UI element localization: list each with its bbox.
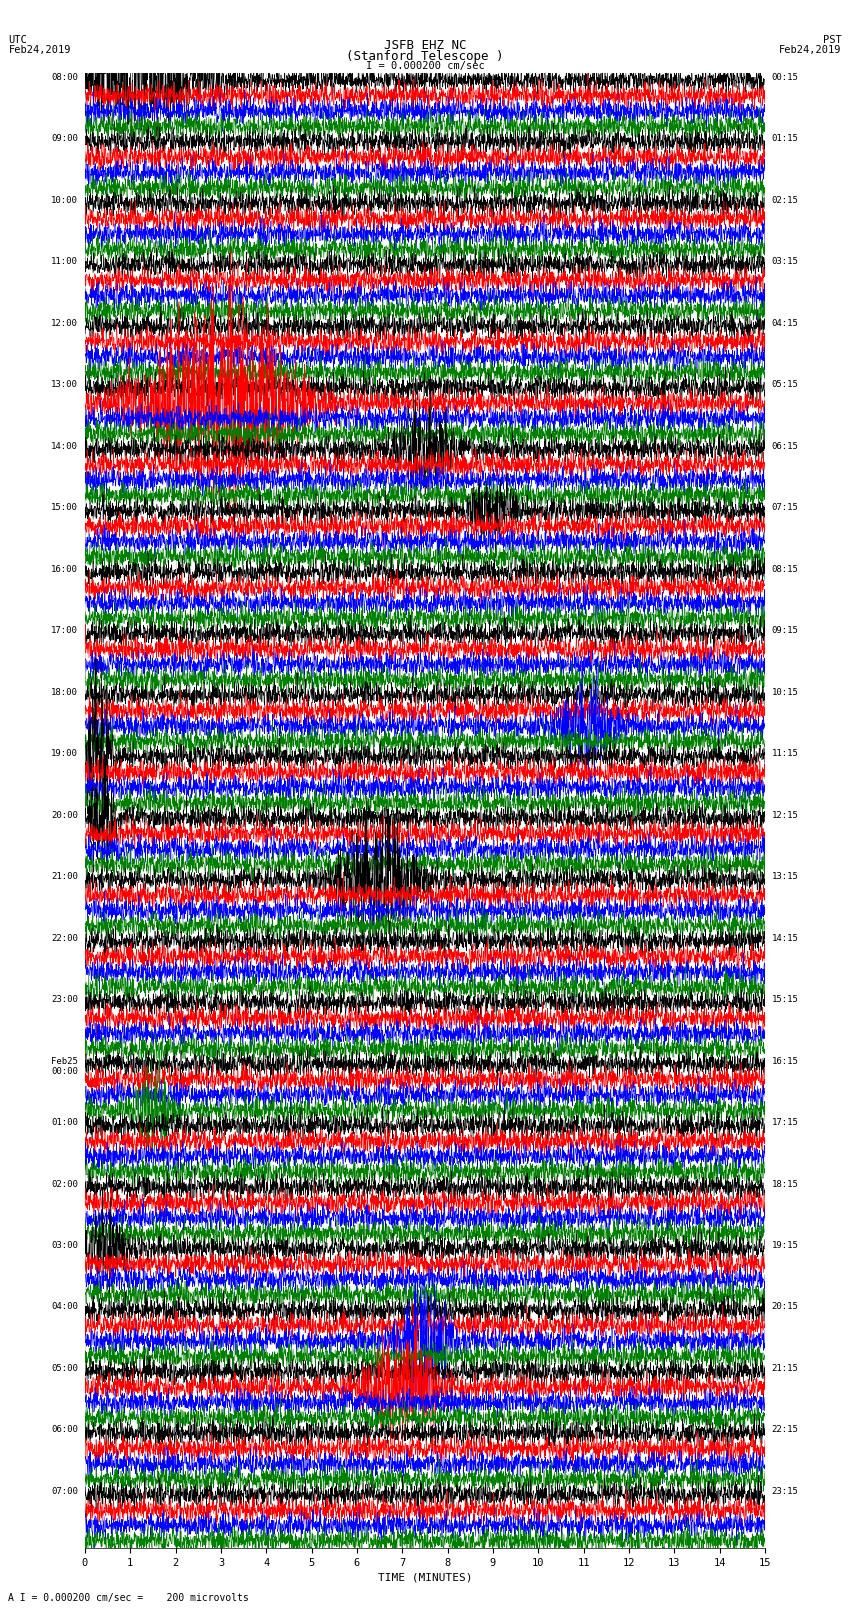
Text: 11:00: 11:00 [51,256,78,266]
Text: 12:00: 12:00 [51,319,78,327]
Text: 04:15: 04:15 [772,319,799,327]
Text: I = 0.000200 cm/sec: I = 0.000200 cm/sec [366,61,484,71]
Text: 07:15: 07:15 [772,503,799,511]
Text: 09:00: 09:00 [51,134,78,144]
Text: 01:00: 01:00 [51,1118,78,1127]
Text: 06:00: 06:00 [51,1426,78,1434]
Text: 20:00: 20:00 [51,810,78,819]
Text: A I = 0.000200 cm/sec =    200 microvolts: A I = 0.000200 cm/sec = 200 microvolts [8,1594,249,1603]
Text: 11:15: 11:15 [772,748,799,758]
Text: Feb25
00:00: Feb25 00:00 [51,1057,78,1076]
Text: 14:00: 14:00 [51,442,78,450]
Text: 09:15: 09:15 [772,626,799,636]
Text: 03:00: 03:00 [51,1240,78,1250]
Text: 22:15: 22:15 [772,1426,799,1434]
Text: 01:15: 01:15 [772,134,799,144]
Text: 03:15: 03:15 [772,256,799,266]
Text: 17:00: 17:00 [51,626,78,636]
Text: 14:15: 14:15 [772,934,799,942]
Text: PST: PST [823,35,842,45]
Text: 16:00: 16:00 [51,565,78,574]
Text: 19:15: 19:15 [772,1240,799,1250]
Text: Feb24,2019: Feb24,2019 [779,45,842,55]
Text: 04:00: 04:00 [51,1303,78,1311]
Text: 10:00: 10:00 [51,195,78,205]
Text: (Stanford Telescope ): (Stanford Telescope ) [346,50,504,63]
Text: 23:00: 23:00 [51,995,78,1003]
Text: 00:15: 00:15 [772,73,799,82]
Text: 02:15: 02:15 [772,195,799,205]
Text: UTC: UTC [8,35,27,45]
Text: 18:15: 18:15 [772,1179,799,1189]
Text: 15:00: 15:00 [51,503,78,511]
Text: 21:15: 21:15 [772,1365,799,1373]
Text: 05:15: 05:15 [772,381,799,389]
Text: 06:15: 06:15 [772,442,799,450]
Text: 19:00: 19:00 [51,748,78,758]
Text: 08:15: 08:15 [772,565,799,574]
Text: 02:00: 02:00 [51,1179,78,1189]
Text: 10:15: 10:15 [772,687,799,697]
Text: 13:15: 13:15 [772,873,799,881]
Text: 20:15: 20:15 [772,1303,799,1311]
Text: 21:00: 21:00 [51,873,78,881]
Text: 18:00: 18:00 [51,687,78,697]
Text: 12:15: 12:15 [772,810,799,819]
X-axis label: TIME (MINUTES): TIME (MINUTES) [377,1573,473,1582]
Text: 23:15: 23:15 [772,1487,799,1495]
Text: Feb24,2019: Feb24,2019 [8,45,71,55]
Text: 15:15: 15:15 [772,995,799,1003]
Text: 16:15: 16:15 [772,1057,799,1066]
Text: 08:00: 08:00 [51,73,78,82]
Text: 05:00: 05:00 [51,1365,78,1373]
Text: 17:15: 17:15 [772,1118,799,1127]
Text: 13:00: 13:00 [51,381,78,389]
Text: 22:00: 22:00 [51,934,78,942]
Text: JSFB EHZ NC: JSFB EHZ NC [383,39,467,52]
Text: 07:00: 07:00 [51,1487,78,1495]
